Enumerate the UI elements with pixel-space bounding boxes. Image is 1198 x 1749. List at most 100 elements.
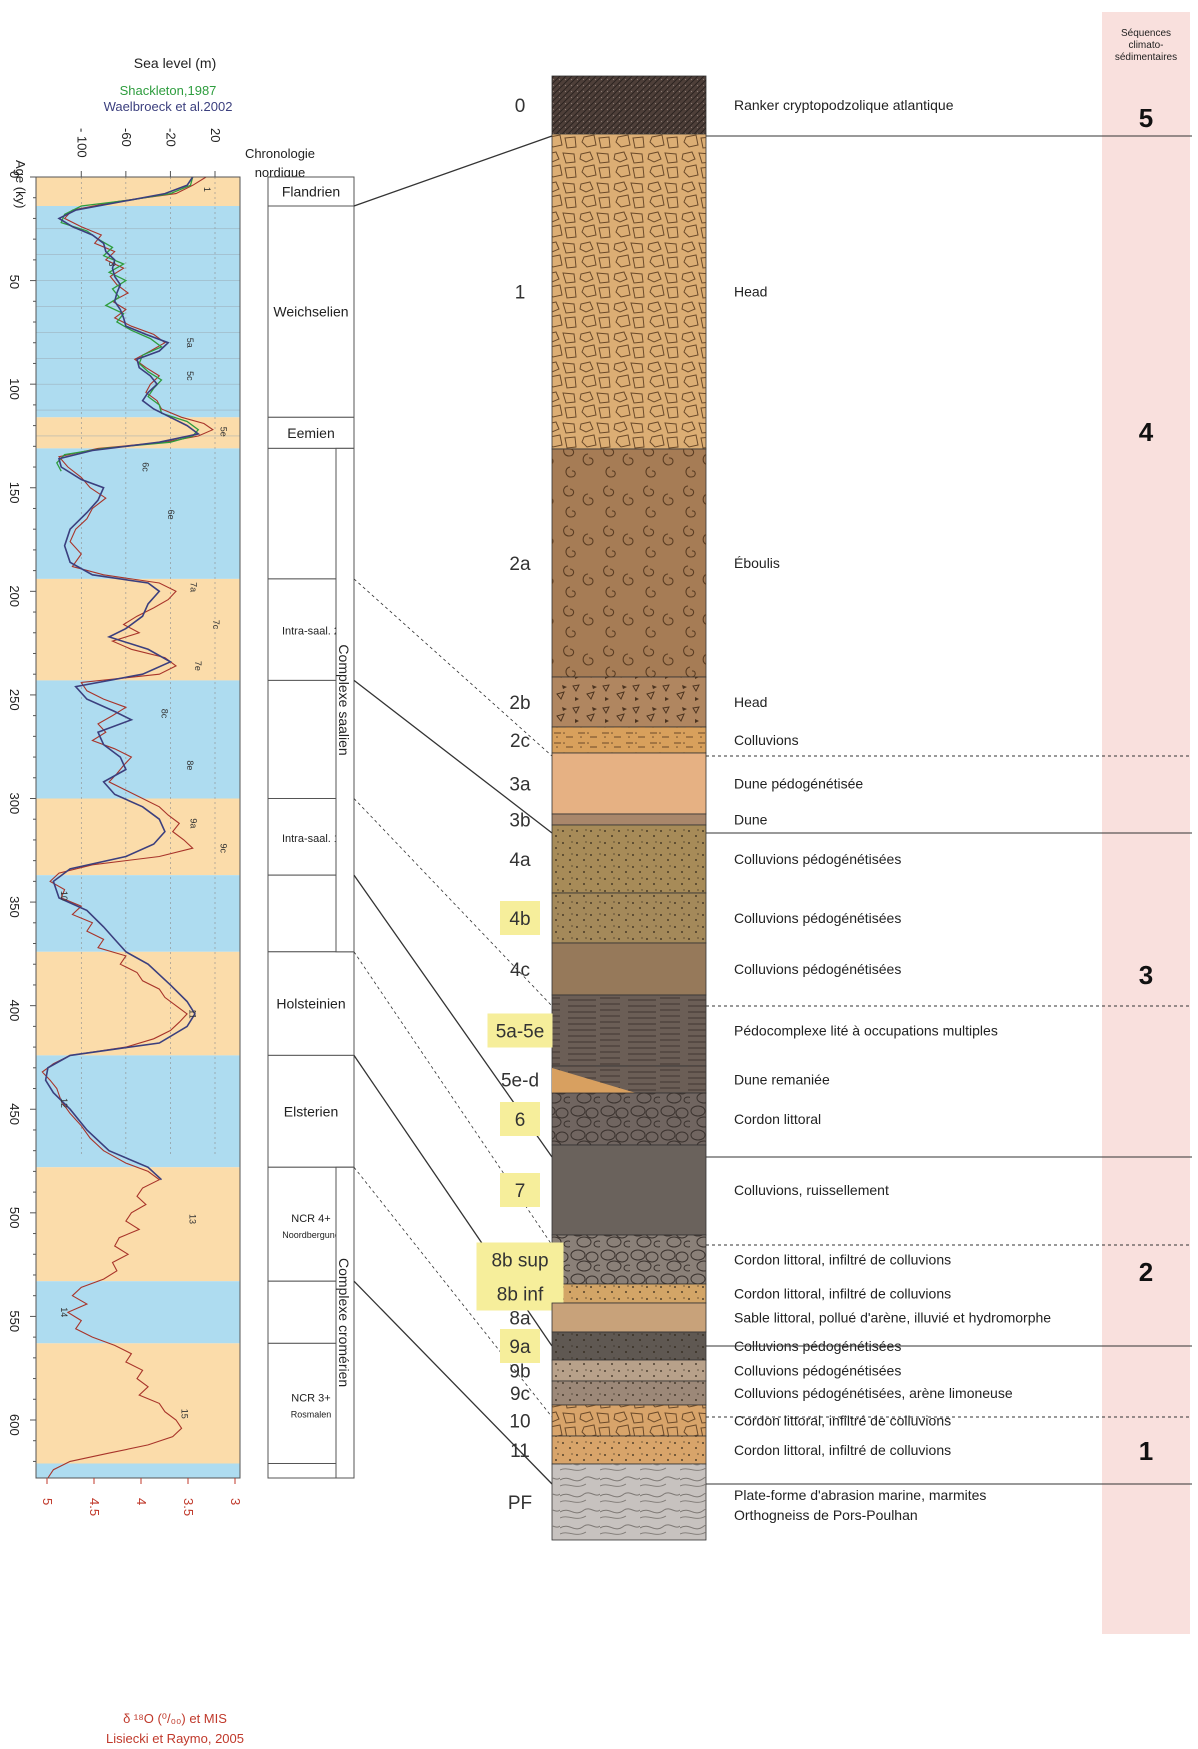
climate-band-warm: [36, 578, 240, 681]
mis-label: 3: [107, 262, 117, 267]
stratum-pattern: [552, 1436, 706, 1464]
chrono-cell: [267, 951, 355, 1056]
age-tick-label: 200: [7, 585, 22, 607]
climate-band-cold: [36, 206, 240, 418]
stratum-code: 4c: [510, 960, 530, 981]
sea-tick-label: - 100: [74, 128, 89, 158]
sea-level-title: Sea level (m): [134, 55, 216, 71]
stratum-description: Pédocomplexe lité à occupations multiple…: [734, 1023, 998, 1039]
chrono-column: Flandrien Weichselien Eemien Intra-saal. 2 I…: [267, 176, 355, 1479]
plot-grid: [36, 177, 240, 1155]
climate-band-warm: [36, 1343, 240, 1464]
stratum-code: 10: [509, 1412, 530, 1433]
mis-label: 6e: [166, 510, 176, 520]
sequence-number: 4: [1139, 417, 1154, 447]
stratum-pattern: [552, 893, 706, 943]
mis-label: 11: [187, 1009, 197, 1018]
correlation-line-dashed: [353, 578, 553, 757]
age-tick-label: 500: [7, 1207, 22, 1229]
mis-label: 7e: [193, 661, 203, 671]
climate-band-warm: [36, 417, 240, 449]
legend-shackleton: Shackleton,1987: [120, 83, 217, 98]
age-tick-label: 450: [7, 1103, 22, 1125]
plot-frame: [35, 176, 241, 1479]
stratum-pattern: [552, 995, 706, 1066]
stratum-3b: [551, 813, 707, 826]
stratum-description: Cordon littoral, infiltré de colluvions: [734, 1442, 951, 1458]
age-tick-label: 250: [7, 689, 22, 711]
stratum-code: 9b: [509, 1362, 530, 1383]
mis-label: 12: [59, 1098, 69, 1108]
climate-band-warm: [36, 798, 240, 876]
curve-series-3: [41, 176, 214, 1479]
d18o-source: Lisiecki et Raymo, 2005: [106, 1731, 244, 1746]
stratum-pattern: [552, 1381, 706, 1405]
complex-cell: [335, 447, 355, 953]
mis-label: 9c: [219, 843, 229, 853]
stratum-description-2: Orthogneiss de Pors-Poulhan: [734, 1507, 918, 1523]
age-tick-label: 400: [7, 1000, 22, 1022]
climate-band-cold: [36, 680, 240, 799]
stratigraphic-column: 0 Ranker cryptopodzolique atlantique 1 Head…: [476, 75, 1051, 1541]
stratum-code: 8b inf: [497, 1285, 544, 1306]
complex-label: Complexe saalien: [336, 644, 352, 755]
climate-band-warm: [36, 951, 240, 1056]
chrono-period-sublabel: Noordbergund: [282, 1230, 340, 1240]
stratum-description: Dune pédogénétisée: [734, 776, 863, 792]
chrono-cell: [267, 176, 355, 207]
stratum-pattern: [552, 1464, 706, 1540]
stratum-description: Colluvions, ruissellement: [734, 1182, 889, 1198]
stratum-pattern: [552, 76, 706, 134]
stratum-highlight: [476, 1276, 564, 1311]
stratum-code: 4b: [509, 909, 530, 930]
stratum-description: Plate-forme d'abrasion marine, marmites: [734, 1487, 986, 1503]
curve-series-2: [44, 176, 201, 1181]
mis-label: 10: [59, 891, 69, 901]
climate-band-warm: [36, 177, 240, 207]
stratum-description: Colluvions pédogénétisées: [734, 961, 901, 977]
stratum-pattern: [552, 449, 706, 677]
stratum-code: 6: [515, 1110, 526, 1131]
chrono-period-sublabel: Rosmalen: [291, 1409, 332, 1419]
stratum-pattern: [552, 1360, 706, 1381]
stratum-description: Cordon littoral: [734, 1111, 821, 1127]
stratum-code: 3b: [509, 811, 530, 832]
plot-axes: - 100 -60 -20 20050100150200250300350400450…: [7, 128, 243, 1516]
stratum-code: 8a: [509, 1309, 531, 1330]
stratum-description: Head: [734, 694, 767, 710]
sequence-numbers: 5 4 3 2 1: [706, 103, 1192, 1485]
mis-label: 5e: [219, 427, 229, 437]
stratum-highlight: [500, 901, 540, 935]
stratum-description: Cordon littoral, infiltré de colluvions: [734, 1413, 951, 1429]
chrono-period-label: NCR 4+: [291, 1213, 330, 1225]
chrono-title: Chronologie nordique: [245, 146, 315, 180]
stratum-description: Ranker cryptopodzolique atlantique: [734, 97, 954, 113]
stratum-description: Colluvions pédogénétisées: [734, 1363, 901, 1379]
mis-label: 14: [59, 1307, 69, 1317]
stratum-description: Colluvions pédogénétisées: [734, 851, 901, 867]
stratum-code: 2c: [510, 731, 530, 752]
stratum-description: Colluvions: [734, 732, 799, 748]
correlation-line: [353, 679, 553, 834]
d18o-tick-label: 3.5: [181, 1498, 196, 1516]
stratum-pattern: [552, 1332, 706, 1360]
chrono-period-label: Elsterien: [284, 1103, 338, 1119]
chrono-period-label: Weichselien: [273, 304, 348, 320]
stratum-description: Dune: [734, 812, 768, 828]
correlation-line-dashed: [353, 1167, 553, 1418]
d18o-axis-label: δ ¹⁸O (⁰/₀₀) et MIS: [123, 1711, 227, 1726]
chrono-period-label: NCR 3+: [291, 1392, 330, 1404]
age-tick-label: 300: [7, 792, 22, 814]
correlation-line: [353, 1280, 553, 1485]
mis-label: 15: [180, 1409, 190, 1419]
stratum-3a: [551, 752, 707, 815]
complex-column: Complexe saalien Complexe cromérien: [335, 447, 355, 1479]
climate-band-cold: [36, 448, 240, 579]
d18o-tick-label: 5: [40, 1498, 55, 1505]
stratum-code: 4a: [509, 850, 531, 871]
stratum-highlight: [500, 1329, 540, 1363]
stratum-code: 5e-d: [501, 1071, 539, 1092]
stratum-pattern: [552, 1235, 706, 1284]
